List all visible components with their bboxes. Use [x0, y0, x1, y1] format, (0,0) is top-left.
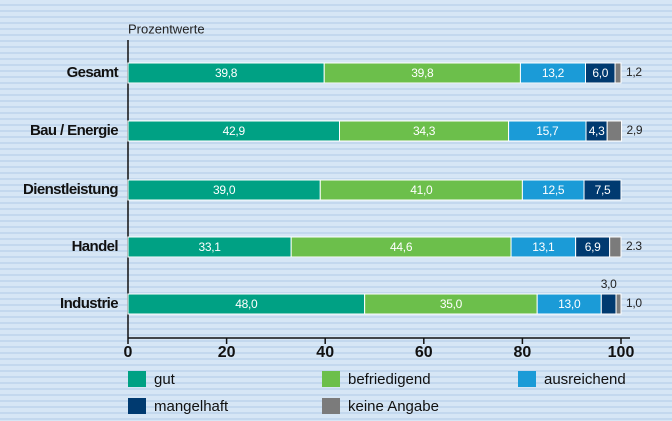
legend-label: keine Angabe	[348, 398, 439, 415]
legend-swatch	[518, 371, 536, 387]
value-label: 12,5	[542, 183, 565, 197]
category-label: Handel	[72, 238, 119, 255]
legend-label: mangelhaft	[154, 398, 229, 415]
category-label: Gesamt	[67, 64, 119, 81]
legend-label: befriedigend	[348, 371, 431, 388]
legend-swatch	[322, 371, 340, 387]
x-tick-label: 80	[514, 344, 532, 361]
value-label: 6,9	[585, 240, 601, 254]
x-tick-label: 40	[316, 344, 334, 361]
value-label: 7,5	[595, 183, 611, 197]
legend-swatch	[128, 398, 146, 414]
value-label: 1,0	[626, 296, 642, 310]
value-label: 15,7	[536, 124, 559, 138]
value-label: 48,0	[235, 297, 258, 311]
axis-label: Prozentwerte	[128, 21, 205, 36]
x-tick-label: 20	[218, 344, 236, 361]
value-label: 13,1	[532, 240, 555, 254]
x-tick-label: 0	[124, 344, 133, 361]
bar-segment	[614, 62, 622, 84]
value-label: 41,0	[410, 183, 433, 197]
x-tick-label: 60	[415, 344, 433, 361]
value-label: 35,0	[440, 297, 463, 311]
value-label: 39,8	[215, 66, 238, 80]
value-label: 6,0	[592, 66, 608, 80]
category-label: Dienstleistung	[23, 181, 118, 198]
value-label: 2.3	[626, 239, 642, 253]
value-label: 1,2	[626, 65, 642, 79]
value-label: 42,9	[223, 124, 246, 138]
bar-segment	[609, 236, 622, 258]
category-label: Bau / Energie	[30, 122, 118, 139]
bar-segment	[615, 293, 622, 315]
bar-segment	[606, 120, 622, 142]
value-label: 39,8	[411, 66, 434, 80]
value-label: 13,2	[542, 66, 565, 80]
legend-swatch	[322, 398, 340, 414]
value-label: 4,3	[589, 124, 605, 138]
legend-label: gut	[154, 371, 176, 388]
x-tick-label: 100	[608, 344, 635, 361]
value-label: 3,0	[601, 277, 617, 291]
category-label: Industrie	[60, 295, 118, 312]
bar-segment	[583, 179, 622, 201]
value-label: 33,1	[199, 240, 222, 254]
value-label: 34,3	[413, 124, 436, 138]
legend-swatch	[128, 371, 146, 387]
bar-segment	[600, 293, 617, 315]
value-label: 2,9	[626, 123, 642, 137]
legend-label: ausreichend	[544, 371, 626, 388]
value-label: 39,0	[213, 183, 236, 197]
value-label: 13,0	[558, 297, 581, 311]
value-label: 44,6	[390, 240, 413, 254]
